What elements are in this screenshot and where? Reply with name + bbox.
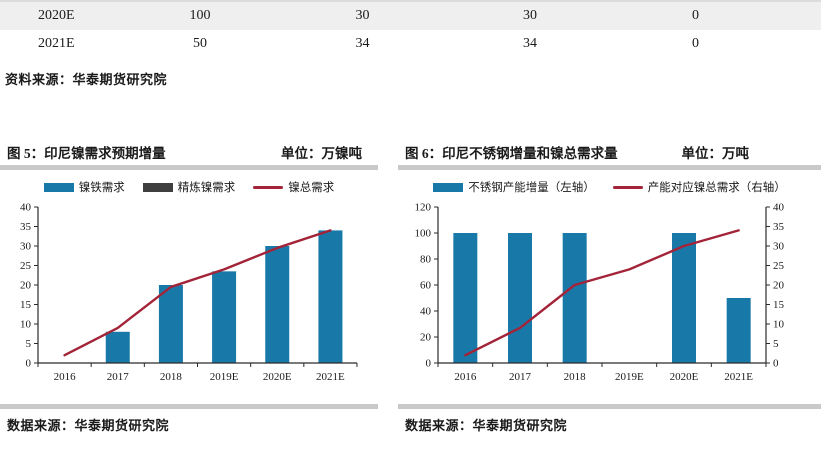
svg-text:10: 10	[20, 319, 32, 331]
figure-5-panel: 图 5：印尼镍需求预期增量 单位：万镍吨 镍铁需求 精炼镍需求 镍总需求 0 5 10 1…	[0, 142, 378, 434]
svg-text:2017: 2017	[509, 371, 532, 383]
svg-text:35: 35	[773, 221, 785, 233]
svg-text:30: 30	[773, 241, 785, 253]
svg-text:25: 25	[20, 260, 32, 272]
svg-text:5: 5	[773, 338, 779, 350]
svg-text:2017: 2017	[107, 371, 130, 383]
table-cell: 30	[355, 8, 370, 23]
svg-text:20: 20	[773, 280, 785, 292]
svg-text:100: 100	[415, 228, 432, 240]
figure-6-source: 数据来源：华泰期货研究院	[405, 418, 568, 433]
svg-text:2018: 2018	[564, 371, 587, 383]
figure-6-unit: 单位：万吨	[681, 146, 750, 161]
title-divider	[398, 165, 821, 170]
figure-6-header: 图 6：印尼不锈钢增量和镍总需求量 单位：万吨	[398, 142, 821, 163]
figure-6-chart: 0 20 40 60 80 100 120 0 5 10 15 20 25 30 35 40 2016 2017 2…	[415, 202, 785, 384]
figure-6-panel: 图 6：印尼不锈钢增量和镍总需求量 单位：万吨 不锈钢产能增量（左轴） 产能对应镍…	[398, 142, 821, 434]
svg-text:120: 120	[415, 202, 432, 214]
table-cell-year: 2020E	[38, 8, 75, 23]
table-row: 2020E 100 30 30 0	[0, 2, 821, 30]
nickel-forecast-table: 2020E 100 30 30 0 2021E 50 34 34 0	[0, 0, 821, 58]
table-row: 2021E 50 34 34 0	[0, 30, 821, 58]
svg-text:40: 40	[773, 202, 785, 214]
svg-text:60: 60	[420, 280, 432, 292]
svg-text:2021E: 2021E	[724, 371, 753, 383]
svg-text:30: 30	[20, 241, 32, 253]
table-cell: 0	[692, 8, 699, 23]
table-cell: 100	[189, 8, 211, 23]
figure-5-chart: 0 5 10 15 20 25 30 35 40 2016 2017 2018 2019E 2020E 20…	[20, 202, 358, 383]
table-cell: 50	[193, 36, 207, 51]
svg-text:2020E: 2020E	[670, 371, 699, 383]
svg-text:2020E: 2020E	[263, 371, 292, 383]
svg-text:0: 0	[773, 358, 779, 370]
table-cell: 34	[523, 36, 537, 51]
svg-text:2018: 2018	[160, 371, 183, 383]
legend-bar-swatch	[433, 182, 464, 192]
svg-text:2019E: 2019E	[210, 371, 239, 383]
figure-6-title: 图 6：印尼不锈钢增量和镍总需求量	[405, 146, 618, 161]
svg-text:0: 0	[426, 358, 432, 370]
caption-divider	[398, 404, 821, 409]
svg-text:2019E: 2019E	[615, 371, 644, 383]
legend-label: 产能对应镍总需求（右轴）	[647, 182, 786, 194]
svg-text:15: 15	[773, 299, 785, 311]
legend-label: 镍总需求	[288, 182, 335, 194]
figure-5-unit: 单位：万镍吨	[281, 146, 362, 161]
svg-text:2016: 2016	[454, 371, 477, 383]
legend-item: 镍总需求	[253, 179, 334, 195]
legend-item: 不锈钢产能增量（左轴）	[433, 179, 595, 195]
legend-bar-swatch	[43, 182, 74, 192]
table-cell: 34	[355, 36, 370, 51]
figure-5-legend: 镍铁需求 精炼镍需求 镍总需求	[0, 179, 378, 195]
svg-text:80: 80	[420, 254, 432, 266]
legend-label: 精炼镍需求	[177, 182, 236, 194]
legend-line-swatch	[253, 185, 284, 189]
svg-text:0: 0	[26, 358, 32, 370]
svg-text:2016: 2016	[54, 371, 77, 383]
svg-text:2021E: 2021E	[316, 371, 345, 383]
legend-line-swatch	[612, 185, 643, 189]
table-source-label: 资料来源：华泰期货研究院	[5, 72, 168, 87]
svg-text:15: 15	[20, 299, 32, 311]
caption-divider	[0, 404, 378, 409]
svg-text:5: 5	[26, 338, 32, 350]
svg-text:35: 35	[20, 221, 32, 233]
table-cell: 0	[692, 36, 699, 51]
table-cell: 30	[523, 8, 537, 23]
legend-item: 产能对应镍总需求（右轴）	[612, 179, 786, 195]
legend-label: 不锈钢产能增量（左轴）	[468, 182, 595, 194]
figure-5-header: 图 5：印尼镍需求预期增量 单位：万镍吨	[0, 142, 378, 163]
svg-text:10: 10	[773, 319, 785, 331]
legend-item: 镍铁需求	[43, 179, 125, 195]
figure-5-title: 图 5：印尼镍需求预期增量	[7, 146, 166, 161]
svg-text:40: 40	[420, 306, 432, 318]
figure-6-legend: 不锈钢产能增量（左轴） 产能对应镍总需求（右轴）	[398, 179, 821, 195]
legend-bar-swatch	[142, 182, 173, 192]
figures-row: 图 5：印尼镍需求预期增量 单位：万镍吨 镍铁需求 精炼镍需求 镍总需求 0 5 10 1…	[0, 142, 821, 434]
legend-item: 精炼镍需求	[142, 179, 236, 195]
title-divider	[0, 165, 378, 170]
legend-label: 镍铁需求	[78, 182, 125, 194]
table-cell-year: 2021E	[38, 36, 75, 51]
svg-text:25: 25	[773, 260, 785, 272]
svg-text:20: 20	[420, 332, 432, 344]
svg-text:40: 40	[20, 202, 32, 214]
svg-text:20: 20	[20, 280, 32, 292]
figure-5-source: 数据来源：华泰期货研究院	[7, 418, 170, 433]
